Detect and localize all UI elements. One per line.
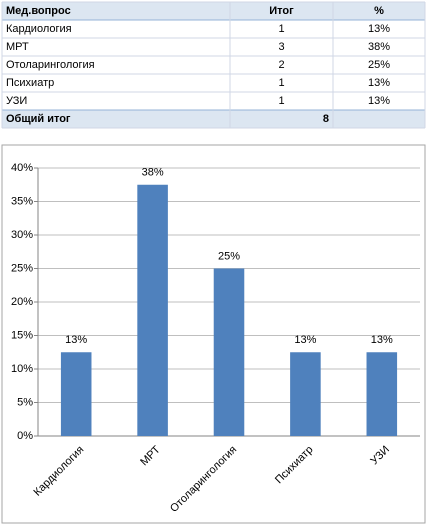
y-tick-label: 20% bbox=[11, 296, 33, 308]
bar bbox=[137, 184, 168, 436]
table-cell: 1 bbox=[278, 23, 284, 35]
table-cell: 2 bbox=[278, 59, 284, 71]
table-cell: 1 bbox=[278, 77, 284, 89]
y-tick-label: 25% bbox=[11, 262, 33, 274]
table-cell: МРТ bbox=[6, 41, 29, 53]
table-cell: 13% bbox=[368, 95, 390, 107]
table-cell: Отоларингология bbox=[6, 59, 95, 71]
table-header-cell: Мед.вопрос bbox=[6, 5, 71, 17]
y-tick-label: 0% bbox=[17, 430, 33, 442]
table-cell: УЗИ bbox=[6, 95, 27, 107]
y-tick-label: 5% bbox=[17, 396, 33, 408]
bar bbox=[366, 352, 398, 436]
bar bbox=[213, 268, 245, 436]
table-cell: 1 bbox=[278, 95, 284, 107]
value-label: 13% bbox=[65, 334, 87, 346]
y-tick-label: 40% bbox=[11, 162, 33, 174]
table-cell: Психиатр bbox=[6, 77, 54, 89]
table-cell: 13% bbox=[368, 77, 390, 89]
bar bbox=[290, 352, 321, 436]
y-tick-label: 35% bbox=[11, 195, 33, 207]
y-tick-label: 10% bbox=[11, 363, 33, 375]
chart-frame bbox=[1, 144, 426, 524]
table-header-cell: % bbox=[374, 5, 384, 17]
value-label: 13% bbox=[371, 334, 393, 346]
table-cell: Кардиология bbox=[6, 23, 72, 35]
table-cell: 13% bbox=[368, 23, 390, 35]
table-total-bg bbox=[2, 110, 425, 128]
table-cell: 3 bbox=[278, 41, 284, 53]
value-label: 13% bbox=[294, 334, 316, 346]
y-tick-label: 15% bbox=[11, 329, 33, 341]
table-header-cell: Итог bbox=[269, 5, 294, 17]
table-total-cell: 8 bbox=[323, 113, 329, 125]
table-header-bg bbox=[2, 2, 425, 20]
table-cell: 38% bbox=[368, 41, 390, 53]
bar bbox=[60, 352, 92, 436]
value-label: 38% bbox=[142, 167, 164, 179]
table-total-cell: Общий итог bbox=[6, 113, 71, 125]
table-cell: 25% bbox=[368, 59, 390, 71]
value-label: 25% bbox=[218, 250, 240, 262]
y-tick-label: 30% bbox=[11, 229, 33, 241]
